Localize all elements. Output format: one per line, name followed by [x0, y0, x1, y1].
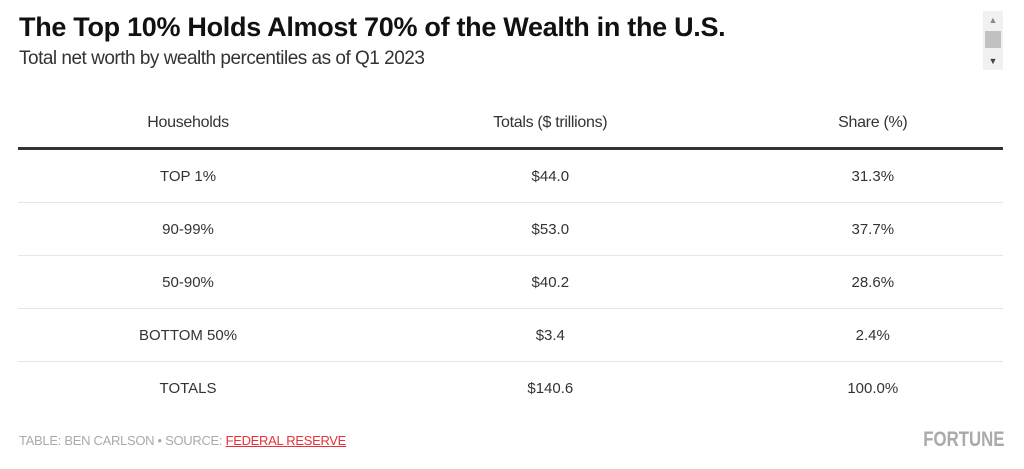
header-totals: Totals ($ trillions): [358, 98, 743, 150]
page-title: The Top 10% Holds Almost 70% of the Weal…: [19, 12, 726, 42]
scrollbar[interactable]: ▲ ▼: [983, 11, 1003, 70]
scroll-thumb[interactable]: [985, 31, 1001, 48]
scroll-up-icon[interactable]: ▲: [988, 15, 998, 25]
credit-text: TABLE: BEN CARLSON • SOURCE:: [19, 433, 226, 448]
cell-totals: $53.0: [358, 202, 743, 256]
scroll-down-icon[interactable]: ▼: [988, 56, 998, 66]
table-row: 50-90% $40.2 28.6%: [18, 255, 1003, 309]
cell-share: 31.3%: [742, 148, 1003, 203]
table-row: BOTTOM 50% $3.4 2.4%: [18, 308, 1003, 362]
cell-households: BOTTOM 50%: [18, 308, 359, 362]
cell-totals: $3.4: [358, 308, 743, 362]
header-households: Households: [18, 98, 359, 150]
wealth-table: Households Totals ($ trillions) Share (%…: [18, 98, 1003, 414]
header-share: Share (%): [742, 98, 1003, 150]
table-row: 90-99% $53.0 37.7%: [18, 202, 1003, 256]
table-row-totals: TOTALS $140.6 100.0%: [18, 362, 1003, 415]
cell-share: 28.6%: [742, 255, 1003, 309]
table-row: TOP 1% $44.0 31.3%: [18, 148, 1003, 203]
page-subtitle: Total net worth by wealth percentiles as…: [19, 48, 425, 69]
cell-households: TOTALS: [159, 379, 217, 397]
source-link[interactable]: FEDERAL RESERVE: [225, 433, 347, 448]
cell-share: 100.0%: [847, 379, 899, 397]
cell-households: 50-90%: [18, 255, 359, 309]
cell-share: 2.4%: [742, 308, 1003, 362]
cell-share: 37.7%: [742, 202, 1003, 256]
cell-totals: $140.6: [527, 379, 574, 397]
cell-totals: $44.0: [358, 148, 743, 203]
cell-households: 90-99%: [18, 202, 359, 256]
cell-households: TOP 1%: [18, 148, 359, 203]
cell-totals: $40.2: [358, 255, 743, 309]
fortune-logo: FORTUNE: [922, 428, 1004, 451]
table-header-row: Households Totals ($ trillions) Share (%…: [18, 98, 1003, 150]
footer-credit: TABLE: BEN CARLSON • SOURCE: FEDERAL RES…: [19, 433, 346, 448]
